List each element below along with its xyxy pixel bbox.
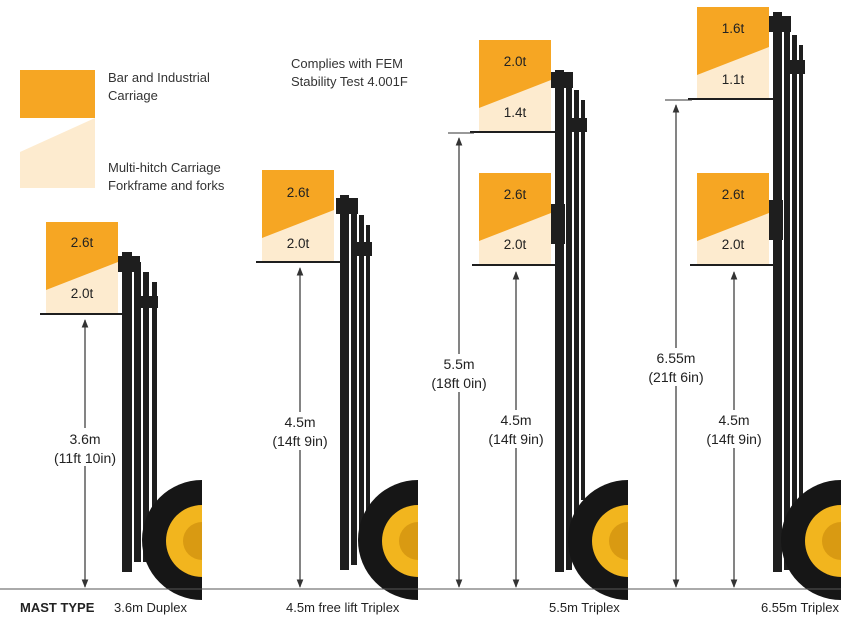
capacity-top: 2.6t xyxy=(722,187,745,202)
wheel xyxy=(358,480,418,600)
mast-structure xyxy=(769,12,805,572)
mast-type-prefix: MAST TYPE xyxy=(20,600,95,615)
max-height-metric: 6.55m xyxy=(657,350,696,366)
legend-label-multihitch-line1: Multi-hitch Carriage xyxy=(108,160,221,175)
max-height-metric: 5.5m xyxy=(443,356,474,372)
capacity-top: 1.6t xyxy=(722,21,745,36)
height-imperial: (14ft 9in) xyxy=(706,431,761,447)
carriage-block-lower: 2.6t 2.0t xyxy=(690,173,773,266)
capacity-top: 2.6t xyxy=(504,187,527,202)
mast-3-6m-duplex: 2.6t 2.0t 3.6m (11ft 10in) xyxy=(40,222,202,600)
compliance-note-line1: Complies with FEM xyxy=(291,56,403,71)
capacity-bottom: 1.4t xyxy=(504,105,527,120)
mast-6-55m-triplex: 1.6t 1.1t 2.6t 2.0t 6.55m (21ft 6in) 4.5… xyxy=(640,7,841,600)
capacity-bottom: 2.0t xyxy=(287,236,310,251)
height-imperial: (14ft 9in) xyxy=(272,433,327,449)
mast-structure xyxy=(118,252,158,572)
mast-type-1: 3.6m Duplex xyxy=(114,600,187,615)
mast-structure xyxy=(336,195,372,570)
wheel xyxy=(568,480,628,600)
mast-5-5m-triplex: 2.0t 1.4t 2.6t 2.0t 5.5m (18ft 0in) 4.5m… xyxy=(424,40,628,600)
capacity-bottom: 1.1t xyxy=(722,72,745,87)
height-metric: 4.5m xyxy=(500,412,531,428)
compliance-note-line2: Stability Test 4.001F xyxy=(291,74,408,89)
max-height-imperial: (18ft 0in) xyxy=(431,375,486,391)
capacity-bottom: 2.0t xyxy=(722,237,745,252)
max-height-imperial: (21ft 6in) xyxy=(648,369,703,385)
height-metric: 4.5m xyxy=(284,414,315,430)
carriage-block: 2.6t 2.0t xyxy=(256,170,340,263)
mast-structure xyxy=(551,70,587,572)
legend: Bar and Industrial Carriage Multi-hitch … xyxy=(20,70,225,193)
capacity-top: 2.6t xyxy=(287,185,310,200)
legend-label-bar-line2: Carriage xyxy=(108,88,158,103)
carriage-block-lower: 2.6t 2.0t xyxy=(472,173,555,266)
capacity-top: 2.6t xyxy=(71,235,94,250)
mast-type-footer: MAST TYPE 3.6m Duplex 4.5m free lift Tri… xyxy=(20,600,839,615)
capacity-bottom: 2.0t xyxy=(71,286,94,301)
mast-type-4: 6.55m Triplex xyxy=(761,600,840,615)
carriage-block-upper: 2.0t 1.4t xyxy=(470,40,555,133)
mast-type-2: 4.5m free lift Triplex xyxy=(286,600,400,615)
legend-label-multihitch-line2: Forkframe and forks xyxy=(108,178,225,193)
mast-type-3: 5.5m Triplex xyxy=(549,600,620,615)
height-imperial: (14ft 9in) xyxy=(488,431,543,447)
carriage-block-upper: 1.6t 1.1t xyxy=(688,7,773,100)
wheel xyxy=(142,480,202,600)
height-metric: 3.6m xyxy=(69,431,100,447)
capacity-top: 2.0t xyxy=(504,54,527,69)
mast-4-5m-free-lift-triplex: 2.6t 2.0t 4.5m (14ft 9in) xyxy=(256,170,418,600)
capacity-bottom: 2.0t xyxy=(504,237,527,252)
carriage-block: 2.6t 2.0t xyxy=(40,222,122,315)
wheel xyxy=(781,480,841,600)
legend-label-bar-line1: Bar and Industrial xyxy=(108,70,210,85)
height-metric: 4.5m xyxy=(718,412,749,428)
height-imperial: (11ft 10in) xyxy=(54,450,116,466)
legend-swatch-multihitch xyxy=(20,118,95,188)
